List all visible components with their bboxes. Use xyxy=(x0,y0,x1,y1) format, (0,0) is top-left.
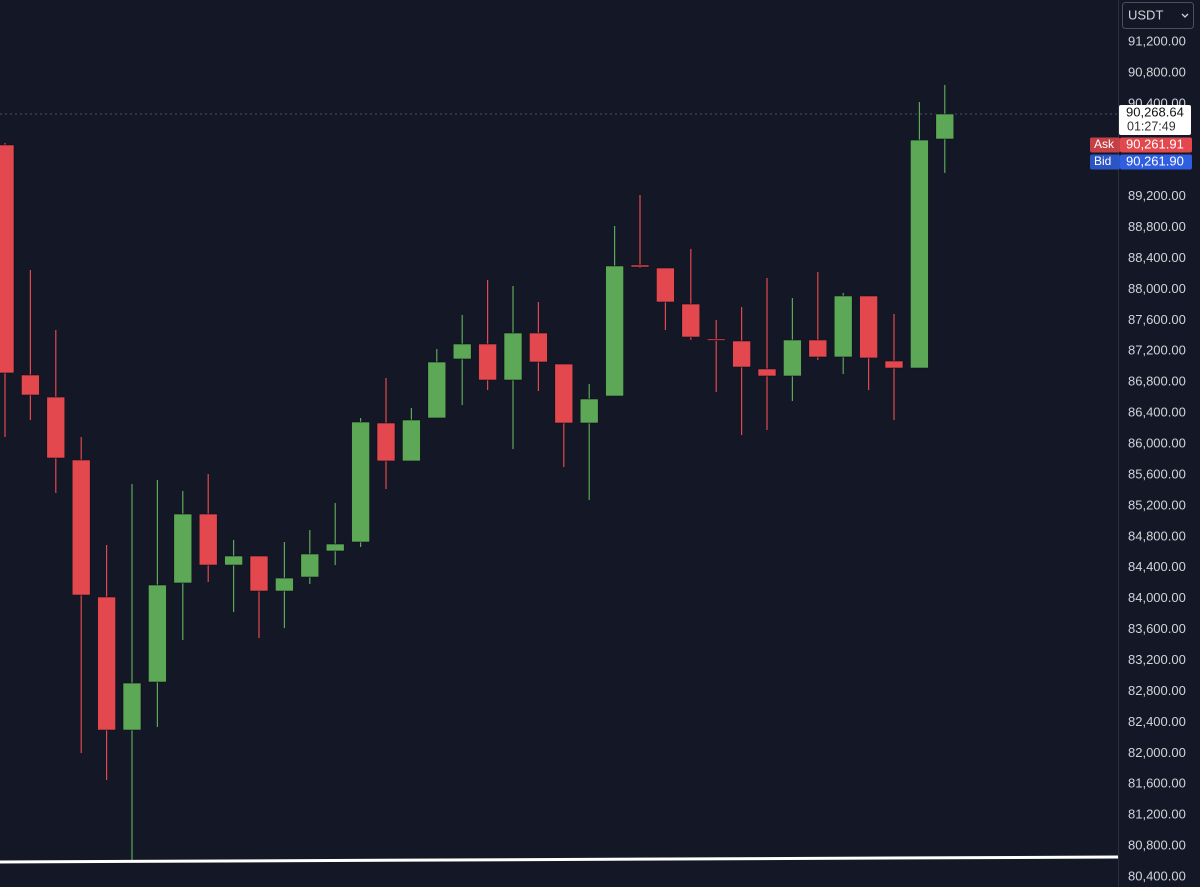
currency-box[interactable] xyxy=(1122,2,1194,29)
candle-body xyxy=(681,303,701,338)
candle-body xyxy=(0,144,15,374)
candle-body xyxy=(173,513,193,584)
y-tick-label: 83,600.00 xyxy=(1128,621,1186,636)
candle-body xyxy=(503,332,523,381)
candle-body xyxy=(808,339,828,358)
y-tick-label: 84,000.00 xyxy=(1128,590,1186,605)
y-tick-label: 86,800.00 xyxy=(1128,374,1186,389)
y-tick-label: 80,400.00 xyxy=(1128,868,1186,883)
candle-body xyxy=(605,265,624,397)
y-tick-label: 84,400.00 xyxy=(1128,559,1186,574)
y-tick-label: 87,200.00 xyxy=(1128,343,1186,358)
y-tick-label: 90,800.00 xyxy=(1128,64,1186,79)
quote-name: Ask xyxy=(1094,137,1115,151)
candle-body xyxy=(757,368,777,377)
quote-name-box xyxy=(1090,154,1120,170)
last-price-box xyxy=(1119,104,1191,135)
quote-box xyxy=(1120,154,1192,170)
candle-body xyxy=(935,113,955,140)
candle-body xyxy=(427,361,447,419)
candle-body xyxy=(21,374,40,396)
candle-body xyxy=(579,398,599,424)
y-tick-label: 83,200.00 xyxy=(1128,652,1186,667)
candle-body xyxy=(630,264,650,268)
y-tick-label: 84,800.00 xyxy=(1128,528,1186,543)
candle-body xyxy=(478,343,497,381)
chevron xyxy=(1181,13,1189,18)
quote-price: 90,261.91 xyxy=(1126,136,1184,151)
currency-label[interactable]: USDT xyxy=(1128,7,1163,22)
y-tick-label: 87,600.00 xyxy=(1128,312,1186,327)
candle-body xyxy=(706,338,726,341)
y-tick-label: 82,400.00 xyxy=(1128,714,1186,729)
last-price-label: 90,268.64 xyxy=(1126,104,1184,119)
quote-name: Bid xyxy=(1094,154,1111,168)
currency-select[interactable]: USDT xyxy=(1122,2,1194,29)
plot-area xyxy=(0,84,1118,861)
candle-body xyxy=(148,584,167,683)
candle-body xyxy=(300,553,320,578)
candle-body xyxy=(122,682,142,731)
candle-body xyxy=(224,555,243,566)
candle-body xyxy=(732,340,751,368)
candle-body xyxy=(884,360,904,369)
quote-box xyxy=(1120,137,1192,153)
candle-body xyxy=(325,543,345,552)
price-axis: 91,200.0090,800.0090,400.0089,200.0088,8… xyxy=(1128,33,1186,883)
y-tick-label: 81,600.00 xyxy=(1128,776,1186,791)
candle-body xyxy=(783,339,802,377)
y-tick-label: 86,400.00 xyxy=(1128,405,1186,420)
y-tick-label: 86,000.00 xyxy=(1128,435,1186,450)
y-tick-label: 81,200.00 xyxy=(1128,807,1186,822)
candle-body xyxy=(46,396,66,459)
candle-body xyxy=(97,596,116,731)
candle-body xyxy=(402,419,421,462)
candle-body xyxy=(554,363,574,424)
y-tick-label: 88,800.00 xyxy=(1128,219,1186,234)
y-tick-label: 91,200.00 xyxy=(1128,33,1186,48)
y-tick-label: 82,000.00 xyxy=(1128,745,1186,760)
y-tick-label: 88,000.00 xyxy=(1128,281,1186,296)
countdown: 01:27:49 xyxy=(1127,119,1176,133)
quote-price: 90,261.90 xyxy=(1126,153,1184,168)
y-tick-label: 82,800.00 xyxy=(1128,683,1186,698)
candle-body xyxy=(198,513,218,566)
candle-body xyxy=(910,139,929,369)
y-tick-label: 80,800.00 xyxy=(1128,838,1186,853)
candle-body xyxy=(275,577,294,592)
candle-body xyxy=(351,421,370,543)
candle-body xyxy=(452,343,472,360)
candle-body xyxy=(249,555,269,592)
candle-body xyxy=(656,267,675,303)
trend-line xyxy=(0,855,1119,864)
y-tick-label: 85,200.00 xyxy=(1128,497,1186,512)
candle-body xyxy=(376,422,396,462)
candle-body xyxy=(529,332,548,363)
quote-name-box xyxy=(1090,137,1120,153)
y-tick-label: 85,600.00 xyxy=(1128,466,1186,481)
candle-body xyxy=(833,295,853,358)
y-tick-label: 89,200.00 xyxy=(1128,188,1186,203)
candle-body xyxy=(71,459,91,596)
candle-body xyxy=(859,295,878,359)
y-tick-label: 88,400.00 xyxy=(1128,250,1186,265)
